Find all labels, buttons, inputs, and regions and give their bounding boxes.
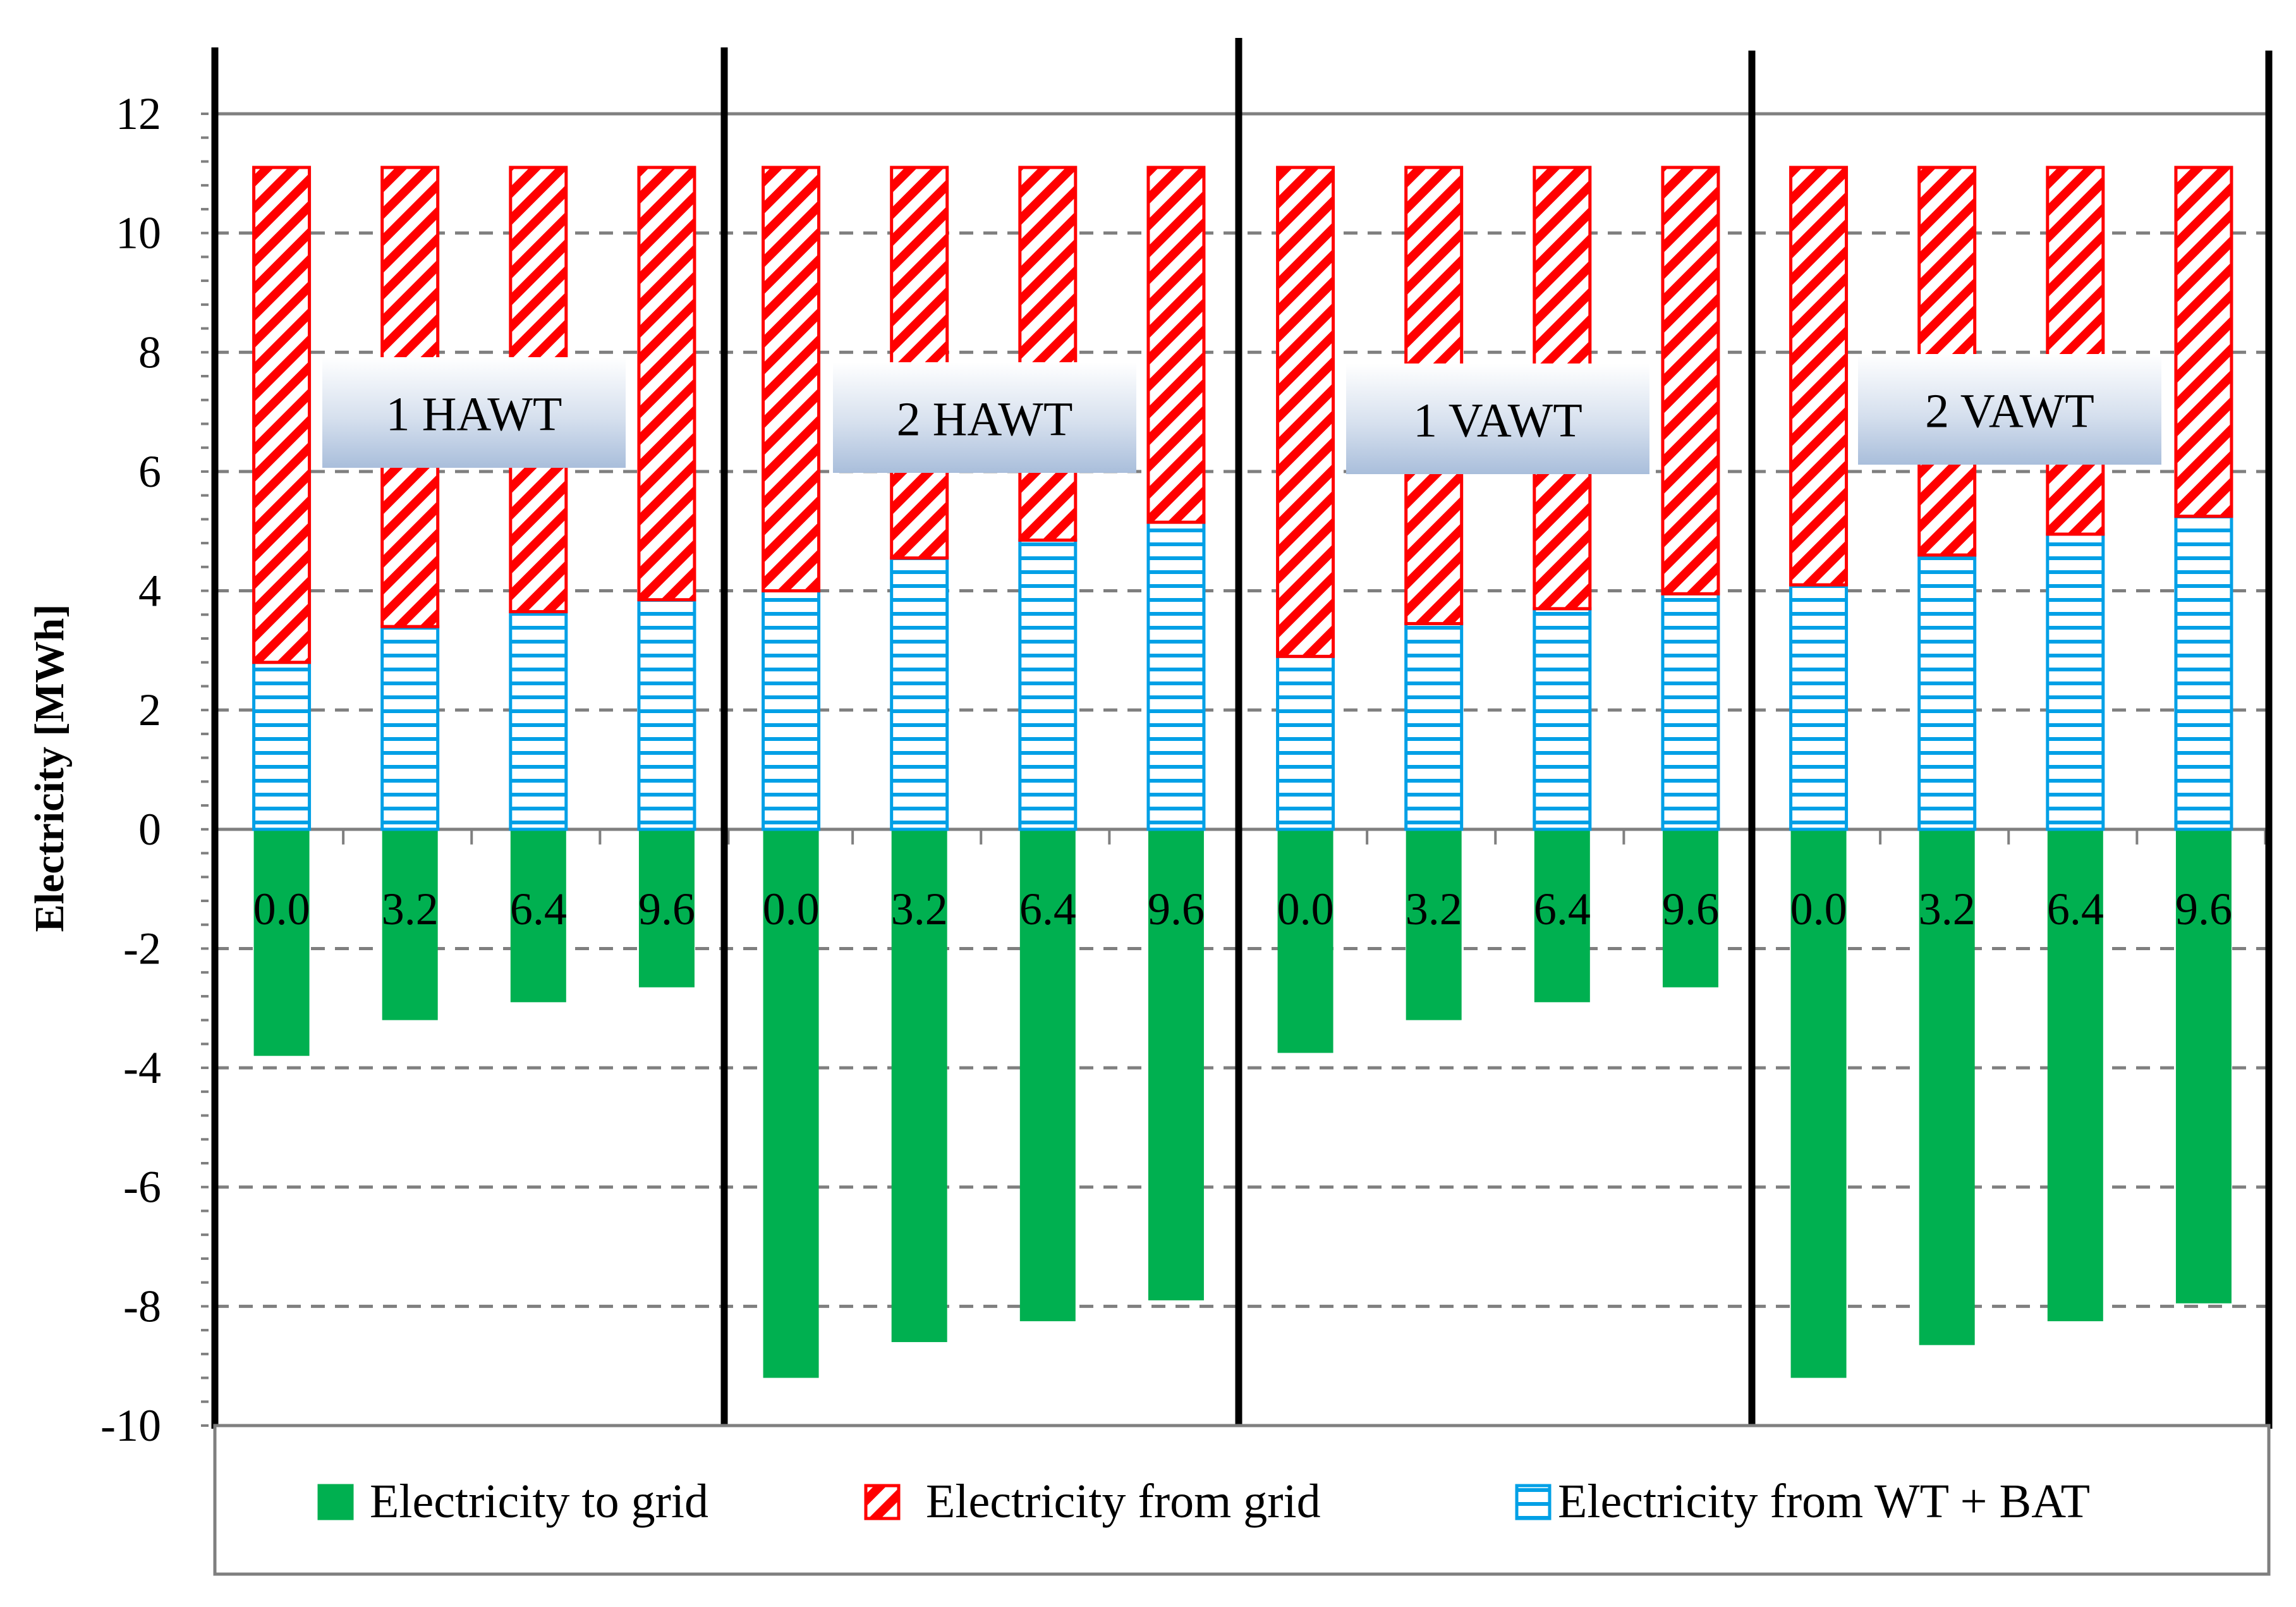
group-label: 2 VAWT [1925,385,2094,438]
group-label-box [1858,354,2161,465]
bar-electricity-from-grid [252,166,312,664]
bar-electricity-to-grid [1662,829,1718,987]
bar-electricity-from-wt-bat [2046,532,2105,831]
group-label-box [322,357,626,468]
bar-electricity-to-grid [2047,829,2103,1321]
x-tick-label: 6.4 [1019,884,1076,934]
bar-electricity-from-wt-bat [1276,654,1335,831]
legend-swatch [864,1484,901,1520]
x-tick-label: 9.6 [1148,884,1205,934]
bar-electricity-from-wt-bat [509,610,568,831]
bar-electricity-from-wt-bat [1146,520,1206,831]
y-tick-label: -4 [123,1042,161,1093]
bar-electricity-to-grid [638,829,695,987]
y-tick-label: 8 [138,327,161,377]
group-label: 1 HAWT [386,388,562,441]
y-tick-label: 10 [116,208,161,259]
legend-label: Electricity to grid [370,1475,708,1528]
legend-label: Electricity from WT + BAT [1558,1475,2090,1528]
y-tick-label: -10 [100,1400,161,1451]
bar-electricity-to-grid [510,829,566,1003]
y-tick-label: 4 [138,566,161,616]
y-tick-label: 0 [138,804,161,855]
x-tick-label: 0.0 [1277,884,1334,934]
bar-electricity-to-grid [891,829,947,1342]
x-tick-label: 0.0 [763,884,820,934]
group-label-box [833,362,1136,473]
bar-electricity-to-grid [1919,829,1975,1345]
bar-electricity-from-wt-bat [762,589,821,831]
y-tick-label: 12 [116,89,161,139]
x-tick-label: 6.4 [1534,884,1591,934]
bar-electricity-from-wt-bat [1661,592,1720,831]
x-tick-label: 0.0 [1790,884,1847,934]
y-axis-title: Electricity [MWh] [27,604,73,932]
bar-electricity-from-grid [1661,166,1720,596]
bar-electricity-to-grid [763,829,819,1378]
bar-electricity-to-grid [1534,829,1590,1003]
bar-electricity-from-wt-bat [890,556,949,831]
bar-electricity-from-wt-bat [2174,515,2233,831]
bar-electricity-to-grid [2175,829,2232,1304]
bar-electricity-from-grid [1146,166,1206,524]
bar-electricity-to-grid [1406,829,1462,1020]
y-tick-label: -6 [123,1162,161,1213]
bar-electricity-to-grid [1790,829,1847,1378]
bar-electricity-from-wt-bat [1789,583,1849,831]
x-tick-label: 0.0 [253,884,310,934]
y-tick-label: 2 [138,685,161,735]
bar-electricity-to-grid [1019,829,1076,1321]
bar-electricity-from-grid [1276,166,1335,658]
bar-electricity-to-grid [1148,829,1204,1300]
x-tick-label: 3.2 [1406,884,1462,934]
x-tick-label: 9.6 [1662,884,1719,934]
x-tick-label: 6.4 [2047,884,2104,934]
group-label: 1 VAWT [1413,394,1582,448]
bar-electricity-to-grid [382,829,438,1020]
bar-electricity-to-grid [1277,829,1333,1053]
bar-electricity-from-grid [637,166,696,602]
bar-electricity-from-wt-bat [1917,553,1977,831]
bar-electricity-from-wt-bat [252,661,312,831]
x-tick-label: 9.6 [638,884,695,934]
y-tick-label: 6 [138,446,161,497]
x-tick-label: 3.2 [891,884,948,934]
bar-electricity-from-wt-bat [637,598,696,831]
x-tick-label: 3.2 [1919,884,1976,934]
bar-electricity-from-grid [1018,166,1078,542]
bar-electricity-from-grid [2046,166,2105,536]
group-label-box [1346,364,1649,474]
y-tick-label: -2 [123,923,161,974]
x-tick-label: 9.6 [2175,884,2232,934]
bar-electricity-from-grid [1789,166,1849,587]
x-tick-label: 3.2 [382,884,439,934]
legend-swatch [317,1484,354,1520]
bar-electricity-from-wt-bat [1404,621,1464,831]
legend-label: Electricity from grid [926,1475,1321,1528]
legend-box [213,1424,2271,1576]
bar-electricity-from-wt-bat [1533,607,1592,831]
group-label: 2 HAWT [897,393,1073,446]
bar-electricity-from-grid [762,166,821,593]
bar-electricity-from-grid [2174,166,2233,518]
x-tick-label: 6.4 [510,884,567,934]
bar-electricity-to-grid [253,829,310,1056]
y-tick-label: -8 [123,1281,161,1331]
bar-electricity-from-wt-bat [1018,538,1078,831]
bar-electricity-from-wt-bat [380,625,440,831]
legend-swatch [1515,1484,1552,1520]
